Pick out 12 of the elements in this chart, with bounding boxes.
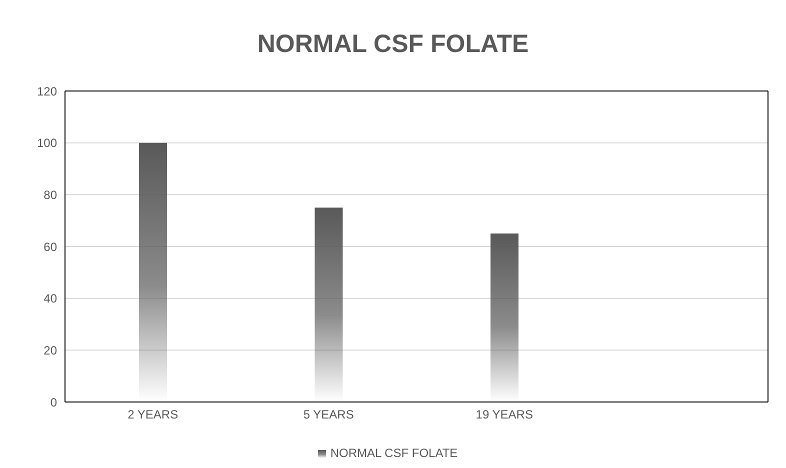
y-tick-label: 40 [44, 292, 58, 306]
y-tick-label: 20 [44, 343, 58, 358]
y-tick-label: 80 [44, 188, 58, 202]
legend-label: NORMAL CSF FOLATE [330, 446, 458, 460]
x-tick-label: 5 YEARS [303, 408, 354, 422]
y-tick-label: 100 [36, 136, 58, 150]
y-tick-label: 60 [44, 240, 58, 254]
y-tick-label: 120 [36, 84, 58, 98]
x-tick-label: 2 YEARS [128, 408, 178, 422]
chart-title: NORMAL CSF FOLATE [256, 29, 530, 60]
y-tick-label: 0 [50, 395, 58, 410]
x-tick-label: 19 YEARS [476, 408, 533, 422]
